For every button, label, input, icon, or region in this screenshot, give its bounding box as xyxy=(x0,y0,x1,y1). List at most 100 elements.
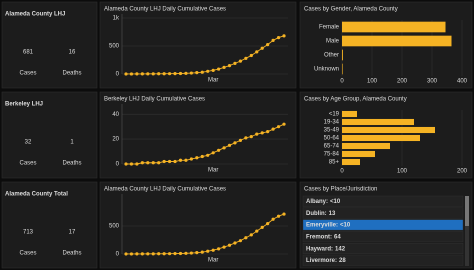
data-point xyxy=(162,159,166,164)
data-point xyxy=(167,252,172,256)
y-tick-label: 85+ xyxy=(329,160,340,166)
data-point xyxy=(146,161,150,165)
data-point xyxy=(206,69,210,73)
data-point xyxy=(173,252,177,256)
data-point xyxy=(124,252,128,256)
data-point xyxy=(260,225,264,229)
data-point xyxy=(222,65,226,69)
data-point xyxy=(184,251,188,255)
scroll-thumb xyxy=(465,196,469,226)
data-point xyxy=(162,252,166,256)
panel-title: Berkeley LHJ xyxy=(5,102,43,108)
data-point xyxy=(276,36,281,40)
bar xyxy=(342,35,452,47)
data-point xyxy=(260,46,264,50)
list-item[interactable] xyxy=(302,195,464,207)
data-point xyxy=(135,72,139,76)
data-point xyxy=(238,239,243,243)
place-name: Livermore: xyxy=(306,258,337,264)
y-tick-label: 0 xyxy=(116,252,120,258)
data-point xyxy=(238,138,243,142)
data-point xyxy=(151,252,155,256)
data-point xyxy=(135,252,139,256)
cases-count: 681 xyxy=(23,50,34,56)
scrollbar xyxy=(465,196,469,266)
data-point xyxy=(173,72,177,76)
x-tick-label: 200 xyxy=(457,169,468,175)
place-value: 142 xyxy=(335,246,346,252)
x-tick-label: 400 xyxy=(457,79,468,85)
list-item[interactable] xyxy=(302,231,464,243)
y-tick-label: Female xyxy=(319,25,340,31)
y-tick-label: 0 xyxy=(116,72,120,78)
data-point xyxy=(157,252,161,256)
panel-title: Alameda County LHJ xyxy=(5,12,65,18)
data-point xyxy=(233,141,237,145)
x-tick-label: Mar xyxy=(208,258,218,264)
data-point xyxy=(167,72,172,76)
place-value: 13 xyxy=(329,211,336,217)
x-tick-label: 100 xyxy=(367,79,378,85)
x-tick-label: 200 xyxy=(397,79,408,85)
bar xyxy=(342,142,390,150)
chart-title: Alameda County LHJ Daily Cumulative Case… xyxy=(104,7,226,13)
list-item[interactable] xyxy=(302,254,464,266)
data-point xyxy=(271,217,275,221)
data-point xyxy=(189,251,193,255)
data-point xyxy=(151,72,155,76)
deaths-count: 1 xyxy=(70,140,74,146)
data-point xyxy=(244,136,248,140)
y-tick-label: Male xyxy=(326,39,340,45)
data-point xyxy=(227,143,232,147)
place-value: 64 xyxy=(334,234,341,240)
data-point xyxy=(178,71,183,76)
bar xyxy=(342,21,446,33)
data-point xyxy=(271,127,275,131)
x-tick-label: 0 xyxy=(340,169,344,175)
y-tick-label: Other xyxy=(324,53,339,59)
data-point xyxy=(200,70,204,74)
list-item[interactable] xyxy=(302,219,464,231)
chart-title: Cases by Age Group, Alameda County xyxy=(304,97,407,103)
y-tick-label: 500 xyxy=(109,224,120,230)
data-point xyxy=(282,212,286,216)
panel xyxy=(1,181,98,269)
data-point xyxy=(244,236,248,240)
data-point xyxy=(217,148,221,152)
data-point xyxy=(129,72,134,76)
data-point xyxy=(282,34,286,38)
data-point xyxy=(162,72,166,76)
data-point xyxy=(255,229,259,233)
y-tick-label: 50-64 xyxy=(324,136,340,142)
x-tick-label: 0 xyxy=(340,79,344,85)
data-point xyxy=(233,61,237,65)
cases-label: Cases xyxy=(19,71,36,77)
y-tick-label: 40 xyxy=(112,112,119,118)
x-tick-label: 100 xyxy=(397,169,408,175)
list-item[interactable] xyxy=(302,207,464,219)
y-tick-label: 500 xyxy=(109,44,120,50)
place-value: <10 xyxy=(330,199,341,205)
place-name: Fremont: xyxy=(306,234,332,240)
data-point xyxy=(244,56,248,60)
data-point xyxy=(195,71,199,75)
data-point xyxy=(200,250,204,254)
list-item[interactable] xyxy=(302,242,464,254)
data-point xyxy=(206,249,210,253)
cases-count: 32 xyxy=(25,140,32,146)
cases-label: Cases xyxy=(19,251,36,257)
data-point xyxy=(211,248,215,252)
data-point xyxy=(206,153,210,157)
deaths-label: Deaths xyxy=(62,251,81,257)
data-point xyxy=(255,132,259,136)
data-point xyxy=(195,156,199,160)
data-point xyxy=(200,154,204,159)
chart-title: Alameda County LHJ Daily Cumulative Case… xyxy=(104,187,226,193)
data-point xyxy=(282,122,286,126)
data-point xyxy=(249,53,253,58)
data-point xyxy=(227,64,232,68)
data-point xyxy=(189,157,193,161)
place-name: Hayward: xyxy=(306,246,333,252)
panel xyxy=(99,181,297,269)
